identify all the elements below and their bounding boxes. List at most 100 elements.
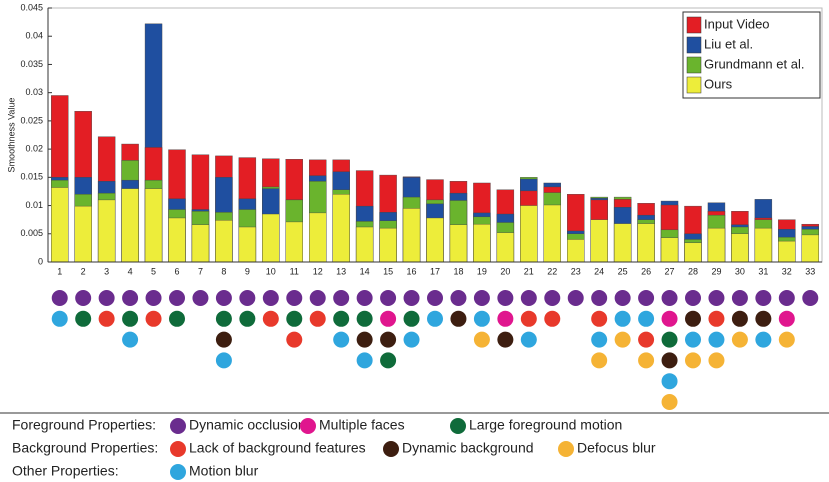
property-dot	[98, 310, 115, 327]
property-dot	[427, 290, 443, 306]
property-dot	[309, 310, 326, 327]
y-tick-label: 0.035	[20, 59, 43, 69]
property-dot	[661, 290, 678, 306]
x-tick-label: 2	[81, 266, 86, 276]
property-dot	[356, 310, 373, 327]
y-tick-label: 0.025	[20, 115, 43, 125]
bar	[121, 188, 139, 263]
property-dot	[661, 331, 678, 348]
x-tick-label: 20	[500, 266, 510, 276]
y-tick-label: 0.01	[25, 200, 43, 210]
legend-swatch	[686, 36, 702, 54]
x-tick-label: 3	[104, 266, 109, 276]
property-dot	[192, 290, 209, 306]
bar	[51, 187, 69, 263]
x-tick-label: 29	[711, 266, 721, 276]
x-tick-label: 27	[665, 266, 675, 276]
property-dot	[75, 290, 92, 306]
property-dot	[778, 331, 795, 348]
x-tick-label: 11	[290, 266, 299, 276]
bar	[74, 205, 92, 263]
property-label: Motion blur	[189, 463, 259, 479]
legend-swatch	[686, 16, 702, 34]
bar	[590, 219, 608, 263]
bar	[215, 220, 233, 263]
property-dot	[333, 310, 350, 327]
bar	[285, 221, 303, 263]
property-dot	[75, 310, 92, 327]
bar	[144, 188, 163, 263]
bar	[332, 194, 350, 263]
property-dot	[333, 331, 350, 348]
x-tick-label: 1	[57, 266, 62, 276]
property-dot	[638, 331, 655, 348]
property-label: Lack of background features	[189, 440, 366, 456]
property-dot	[215, 352, 232, 369]
legend-label: Grundmann et al.	[704, 56, 804, 71]
x-tick-label: 15	[383, 266, 393, 276]
bar	[238, 226, 257, 263]
property-dot	[731, 310, 748, 327]
property-dot	[122, 310, 139, 327]
property-dot	[520, 290, 537, 306]
property-dot	[591, 331, 608, 348]
property-dot	[473, 310, 490, 327]
property-dot	[778, 310, 795, 327]
bar	[262, 213, 280, 263]
bar	[754, 227, 773, 263]
property-dot	[685, 352, 701, 369]
property-dot	[708, 310, 725, 327]
property-legend-dot	[170, 418, 186, 434]
property-dot	[145, 290, 162, 306]
property-dot	[731, 331, 748, 348]
property-dot	[567, 290, 584, 306]
property-dot	[215, 310, 232, 327]
legend-label: Liu et al.	[704, 36, 753, 51]
bar	[473, 223, 491, 263]
x-tick-label: 32	[782, 266, 792, 276]
property-dot	[98, 290, 115, 306]
property-label: Defocus blur	[577, 440, 656, 456]
bar	[613, 223, 632, 263]
property-dot	[685, 331, 701, 348]
property-dot	[403, 310, 420, 327]
x-tick-label: 21	[524, 266, 534, 276]
x-tick-label: 5	[151, 266, 156, 276]
bar	[379, 227, 397, 263]
x-tick-label: 16	[407, 266, 417, 276]
property-dot	[286, 310, 303, 327]
property-dot	[497, 331, 514, 348]
x-tick-label: 14	[360, 266, 370, 276]
property-dot	[380, 290, 397, 306]
property-dot	[262, 290, 279, 306]
y-tick-label: 0.045	[20, 2, 43, 12]
legend-box	[682, 11, 821, 99]
bar	[309, 212, 327, 263]
property-dot	[638, 290, 655, 306]
property-dot	[755, 331, 772, 348]
x-tick-label: 18	[453, 266, 463, 276]
property-label: Multiple faces	[319, 417, 405, 433]
bar	[567, 239, 585, 263]
bar	[543, 204, 561, 263]
x-tick-label: 23	[571, 266, 581, 276]
legend-label: Input Video	[704, 16, 770, 31]
property-dot	[685, 310, 701, 327]
bar	[355, 226, 374, 263]
x-tick-label: 10	[266, 266, 276, 276]
x-tick-label: 12	[313, 266, 323, 276]
group-label: Foreground Properties:	[12, 417, 156, 433]
x-tick-label: 9	[245, 266, 250, 276]
bar	[168, 217, 186, 263]
bar	[97, 199, 116, 263]
property-dot	[309, 290, 326, 306]
property-dot	[51, 290, 68, 306]
property-dot	[450, 290, 467, 306]
property-dot	[380, 352, 397, 369]
property-dot	[638, 310, 655, 327]
property-dot	[286, 290, 303, 306]
property-dot	[380, 310, 397, 327]
property-dot	[544, 310, 561, 327]
y-tick-label: 0.015	[20, 172, 43, 182]
